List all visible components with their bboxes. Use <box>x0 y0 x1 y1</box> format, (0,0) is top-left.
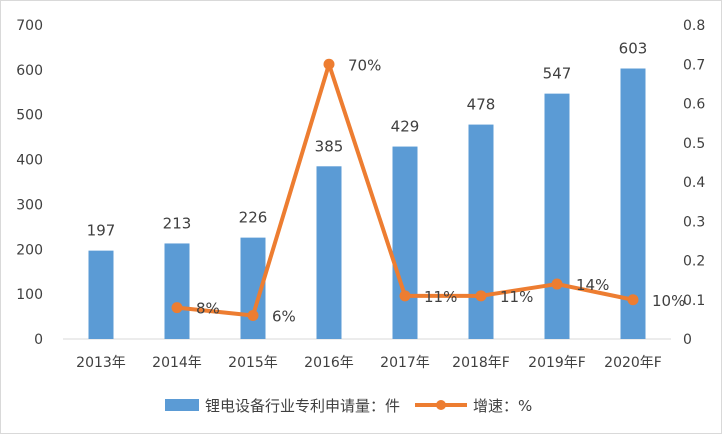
x-axis-tick-label: 2014年 <box>152 355 202 371</box>
left-axis-tick-label: 400 <box>16 153 43 169</box>
bar <box>392 146 418 339</box>
right-axis-tick-label: 0.1 <box>683 293 705 309</box>
right-axis-tick-label: 0.5 <box>683 136 705 152</box>
line-point <box>627 294 639 306</box>
line-data-label: 6% <box>272 307 296 325</box>
line-series <box>171 58 639 321</box>
bar-data-label: 603 <box>619 40 648 58</box>
bar-series <box>88 68 646 340</box>
right-axis-tick-label: 0.6 <box>683 97 705 113</box>
line-point <box>171 302 183 314</box>
left-axis-tick-label: 100 <box>16 287 43 303</box>
bar-data-label: 226 <box>239 209 268 227</box>
line-data-label: 11% <box>500 288 533 306</box>
line-data-label: 14% <box>576 276 609 294</box>
right-axis-tick-label: 0.8 <box>683 18 705 34</box>
right-axis-tick-label: 0.4 <box>683 175 705 191</box>
x-axis-ticks: 2013年 2014年 2015年 2016年 2017年 2018年F 2019年F 202… <box>76 355 662 371</box>
left-axis-tick-label: 600 <box>16 63 43 79</box>
line-point <box>323 58 335 70</box>
left-axis-tick-label: 200 <box>16 242 43 258</box>
x-axis-tick-label: 2019年F <box>528 355 586 371</box>
bar <box>544 93 570 339</box>
right-axis-tick-label: 0 <box>683 332 692 348</box>
line-data-label: 11% <box>424 288 457 306</box>
legend-bar-label: 锂电设备行业专利申请量：件 <box>205 397 400 415</box>
bar <box>468 124 494 339</box>
bar-data-label: 429 <box>391 118 420 136</box>
x-axis-tick-label: 2017年 <box>380 355 430 371</box>
x-axis-tick-label: 2013年 <box>76 355 126 371</box>
left-axis-tick-label: 0 <box>34 332 43 348</box>
legend-line-label: 增速：% <box>473 397 532 415</box>
x-axis-tick-label: 2016年 <box>304 355 354 371</box>
x-axis-tick-label: 2015年 <box>228 355 278 371</box>
line-data-label: 70% <box>348 56 381 74</box>
bar-data-labels: 197 213 226 385 429 478 547 603 <box>87 40 648 240</box>
left-axis-tick-label: 700 <box>16 18 43 34</box>
line-data-label: 10% <box>652 292 685 310</box>
line-data-labels: 8% 6% 70% 11% 11% 14% 10% <box>196 56 685 325</box>
bar-data-label: 478 <box>467 96 496 114</box>
right-axis-ticks: 0 0.1 0.2 0.3 0.4 0.5 0.6 0.7 0.8 <box>683 18 705 348</box>
bar-data-label: 213 <box>163 214 192 232</box>
legend-bar-swatch <box>165 399 199 411</box>
line-point <box>247 309 259 321</box>
legend-line-marker <box>436 400 446 410</box>
bar-data-label: 385 <box>315 137 344 155</box>
right-axis-tick-label: 0.3 <box>683 214 705 230</box>
bar <box>620 68 646 340</box>
line-point <box>399 290 411 302</box>
x-axis-tick-label: 2020年F <box>604 355 662 371</box>
bar <box>316 166 342 339</box>
bar <box>88 250 114 339</box>
right-axis-tick-label: 0.2 <box>683 254 705 270</box>
x-axis-tick-label: 2018年F <box>452 355 510 371</box>
bar-data-label: 547 <box>543 65 572 83</box>
line-point <box>475 290 487 302</box>
left-axis-ticks: 0 100 200 300 400 500 600 700 <box>16 18 43 348</box>
line-point <box>551 278 563 290</box>
bar <box>164 243 190 339</box>
line-data-label: 8% <box>196 300 220 318</box>
left-axis-tick-label: 500 <box>16 108 43 124</box>
right-axis-tick-label: 0.7 <box>683 57 705 73</box>
legend: 锂电设备行业专利申请量：件 增速：% <box>165 397 532 415</box>
left-axis-tick-label: 300 <box>16 197 43 213</box>
bar-data-label: 197 <box>87 222 116 240</box>
